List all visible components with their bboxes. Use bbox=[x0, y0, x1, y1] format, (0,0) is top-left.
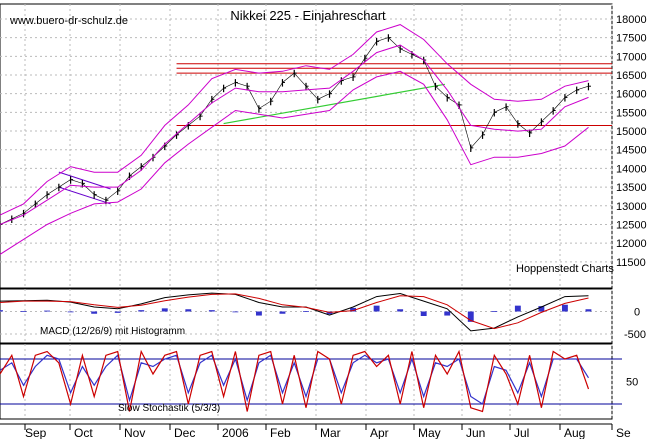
x-tick-label: Aug bbox=[564, 426, 585, 439]
x-tick-label: Se bbox=[616, 426, 631, 439]
price-tick-label: 12500 bbox=[616, 219, 647, 231]
macd-histogram-bar bbox=[138, 310, 145, 312]
macd-histogram-bar bbox=[444, 311, 451, 316]
x-tick-label: Jul bbox=[514, 426, 529, 439]
chart-title: Nikkei 225 - Einjahreschart bbox=[230, 8, 386, 23]
price-panel: 18000 17500 17000 16500 16000 15500 15000 14500… bbox=[0, 3, 647, 289]
x-tick-label: Jun bbox=[466, 426, 485, 439]
stochastic-d-line bbox=[0, 354, 590, 405]
price-tick-label: 14000 bbox=[616, 163, 647, 175]
x-axis: Sep Oct Nov Dec 2006 Feb Mar Apr May Jun Jul Aug Se bbox=[0, 423, 631, 439]
x-tick-label: 2006 bbox=[222, 426, 249, 439]
x-tick-label: Feb bbox=[270, 426, 291, 439]
macd-tick-label: -500 bbox=[624, 329, 646, 341]
macd-histogram-bar bbox=[208, 310, 215, 312]
stochastic-tick-label: 50 bbox=[626, 377, 638, 389]
macd-histogram-bar bbox=[420, 311, 427, 316]
macd-histogram-bar bbox=[467, 311, 474, 322]
macd-panel: 0 -500 bbox=[0, 288, 646, 344]
price-tick-label: 18000 bbox=[616, 14, 647, 26]
x-tick-label: Apr bbox=[370, 426, 389, 439]
macd-histogram-bar bbox=[67, 311, 74, 313]
macd-histogram-bar bbox=[185, 309, 192, 312]
bollinger-middle-line bbox=[0, 44, 589, 225]
x-tick-label: Oct bbox=[74, 426, 93, 439]
macd-histogram-bar bbox=[561, 304, 568, 312]
source-label: Hoppenstedt Charts bbox=[516, 263, 614, 275]
macd-histogram-bar bbox=[279, 311, 286, 314]
price-tick-label: 16000 bbox=[616, 89, 647, 101]
macd-histogram-bar bbox=[350, 307, 357, 312]
macd-label: MACD (12/26/9) mit Histogramm bbox=[40, 326, 185, 337]
watermark: www.buero-dr-schulz.de bbox=[9, 15, 128, 27]
price-line bbox=[0, 37, 589, 225]
price-tick-label: 13000 bbox=[616, 201, 647, 213]
price-tick-label: 16500 bbox=[616, 70, 647, 82]
x-tick-label: Mar bbox=[320, 426, 341, 439]
macd-histogram-bar bbox=[0, 310, 3, 312]
channel-line-upper bbox=[58, 171, 111, 190]
macd-histogram-bar bbox=[514, 305, 521, 312]
bollinger-upper-line bbox=[0, 24, 589, 216]
stochastic-panel: 50 bbox=[0, 343, 638, 420]
macd-tick-label: 0 bbox=[634, 307, 640, 319]
x-tick-label: May bbox=[418, 426, 441, 439]
price-tick-label: 14500 bbox=[616, 145, 647, 157]
macd-histogram-bar bbox=[538, 306, 545, 312]
bollinger-lower-line bbox=[0, 70, 589, 255]
stochastic-label: Slow Stochastik (5/3/3) bbox=[118, 403, 220, 414]
price-tick-label: 13500 bbox=[616, 182, 647, 194]
price-tick-label: 11500 bbox=[616, 257, 646, 269]
x-tick-label: Dec bbox=[174, 426, 195, 439]
macd-histogram-bar bbox=[397, 309, 404, 312]
macd-histogram-bar bbox=[91, 311, 98, 314]
x-tick-label: Nov bbox=[124, 426, 145, 439]
macd-histogram-bar bbox=[585, 309, 592, 312]
x-tick-label: Sep bbox=[25, 426, 47, 439]
macd-line bbox=[0, 292, 589, 332]
channel-line-lower bbox=[58, 186, 111, 205]
stochastic-k-line bbox=[0, 349, 590, 413]
price-tick-label: 15500 bbox=[616, 107, 647, 119]
price-frame bbox=[0, 3, 613, 289]
macd-histogram-bar bbox=[232, 311, 239, 313]
macd-histogram-bar bbox=[303, 311, 309, 312]
macd-histogram-bar bbox=[114, 311, 121, 313]
price-tick-label: 15000 bbox=[616, 126, 647, 138]
price-tick-label: 12000 bbox=[616, 238, 647, 250]
stochastic-frame bbox=[0, 343, 613, 420]
price-tick-label: 17500 bbox=[616, 33, 647, 45]
macd-histogram-bar bbox=[373, 305, 380, 312]
macd-histogram-bar bbox=[255, 311, 262, 316]
macd-histogram-bar bbox=[44, 310, 51, 312]
macd-signal-line bbox=[0, 293, 589, 330]
macd-histogram-bar bbox=[161, 308, 168, 312]
price-tick-label: 17000 bbox=[616, 51, 647, 63]
trend-line bbox=[223, 83, 445, 125]
macd-histogram-bar bbox=[20, 311, 27, 312]
macd-histogram-bar bbox=[491, 311, 498, 312]
